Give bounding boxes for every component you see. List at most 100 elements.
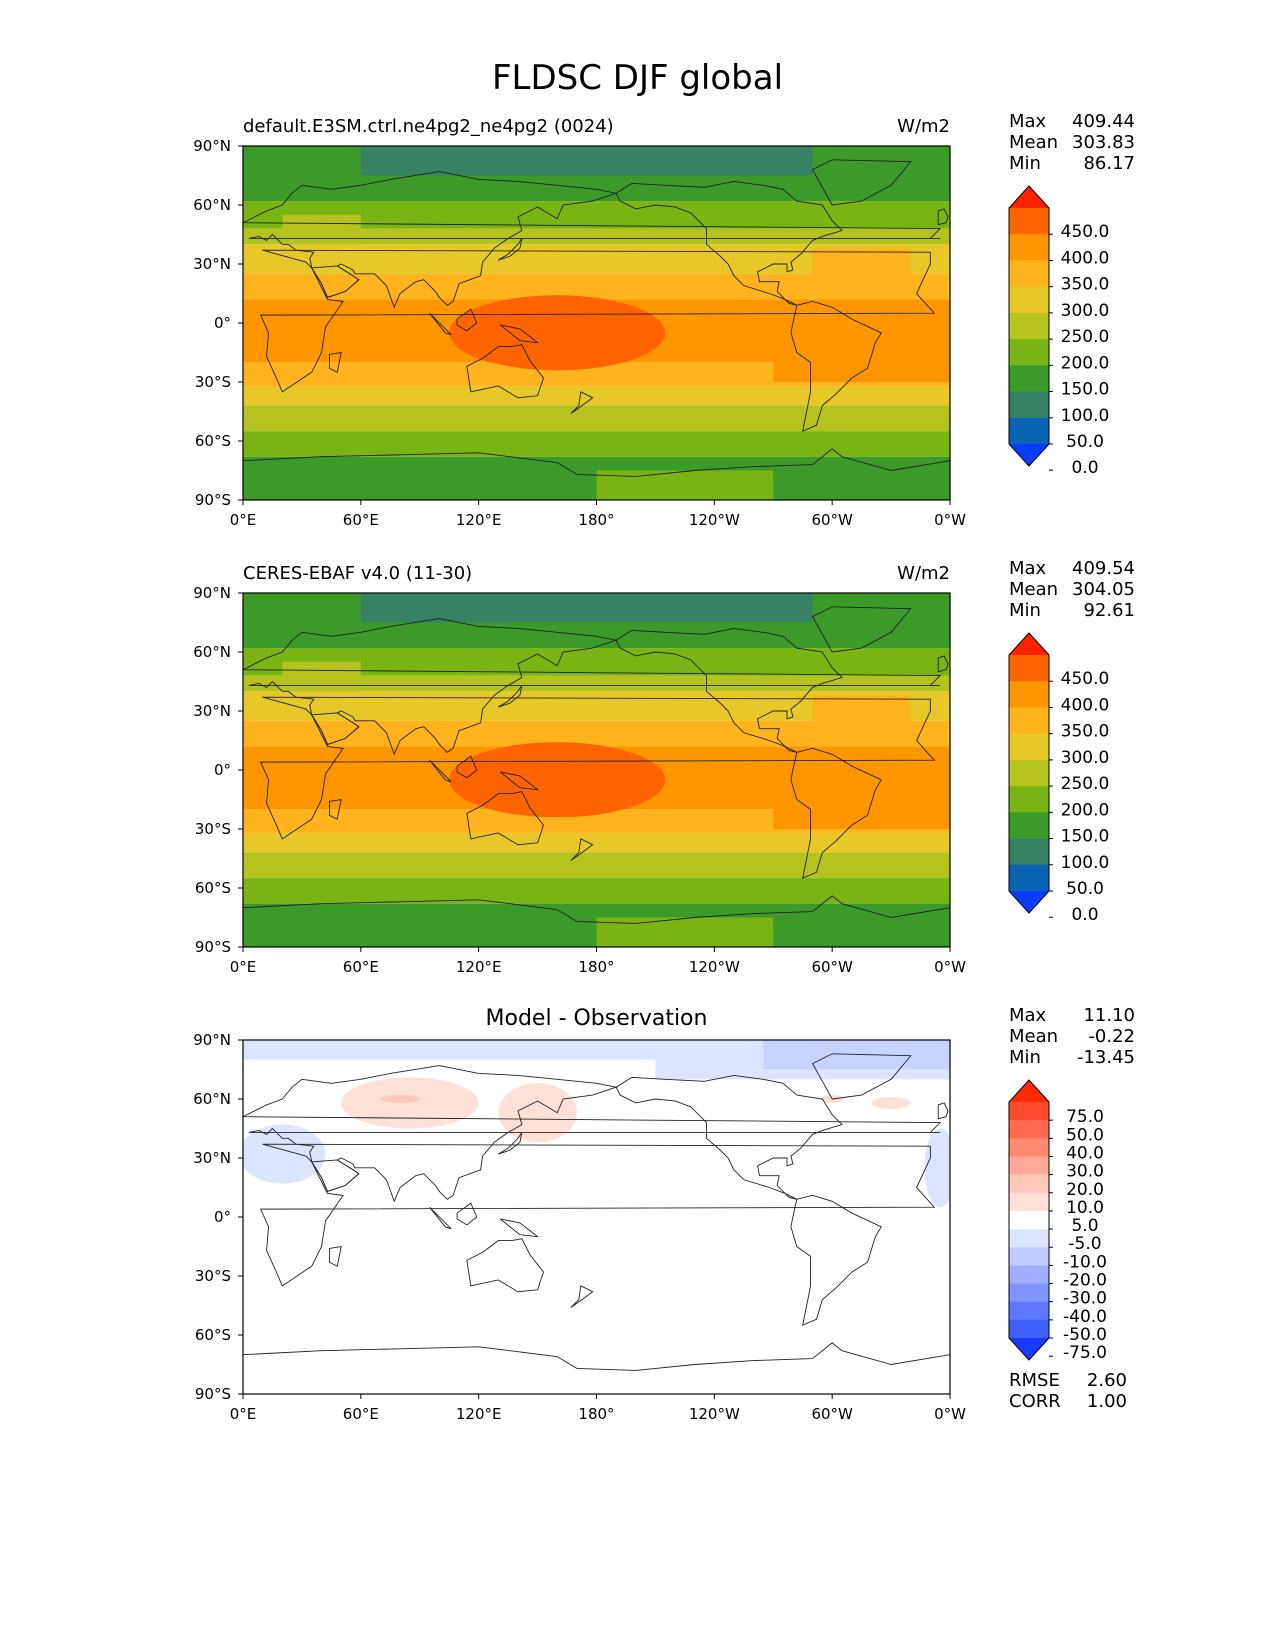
stat-label: Max: [1009, 111, 1047, 132]
colorbar-label: -5.0: [1068, 1234, 1101, 1254]
stat-label: Mean: [1009, 132, 1059, 153]
colorbar-label: 50.0: [1066, 879, 1104, 899]
x-tick-label: 60°E: [343, 511, 379, 529]
stat-row: Min -13.45: [1009, 1047, 1135, 1069]
colorbar-label: 400.0: [1061, 695, 1110, 715]
x-tick-label: 120°E: [456, 511, 502, 529]
colorbar-label: -75.0: [1063, 1343, 1107, 1363]
x-tick-label: 0°W: [934, 958, 966, 976]
x-tick-label: 120°E: [456, 958, 502, 976]
x-tick-label: 60°E: [343, 958, 379, 976]
stat-label: Max: [1009, 1005, 1047, 1026]
stat-row: Max 409.54: [1009, 558, 1135, 580]
x-tick-label: 0°E: [230, 958, 257, 976]
colorbar-label: 10.0: [1066, 1198, 1104, 1218]
y-tick-label: 30°S: [195, 1267, 231, 1285]
stat-row: Max 11.10: [1009, 1005, 1135, 1027]
y-tick-label: 60°S: [195, 1326, 231, 1344]
panel-title: Model - Observation: [485, 1006, 708, 1031]
stat-label: Mean: [1009, 579, 1059, 600]
y-tick-label: 90°S: [195, 491, 231, 509]
y-tick-label: 30°S: [195, 373, 231, 391]
x-tick-label: 120°E: [456, 1405, 502, 1423]
stat-row: Min 92.61: [1009, 600, 1135, 622]
stat-row: Min 86.17: [1009, 153, 1135, 175]
colorbar-label: 450.0: [1061, 222, 1110, 242]
y-tick-label: 0°: [214, 314, 231, 332]
colorbar-label: 350.0: [1061, 722, 1110, 742]
stat-value: 2.60: [1086, 1370, 1127, 1391]
stat-label: Mean: [1009, 1026, 1059, 1047]
colorbar-label: -30.0: [1063, 1289, 1107, 1309]
colorbar: 75.050.040.030.020.010.05.0-5.0-10.0-20.…: [1008, 1079, 1107, 1363]
colorbar-label: 30.0: [1066, 1162, 1104, 1182]
colorbar-label: 350.0: [1061, 275, 1110, 295]
panel-title-left: CERES-EBAF v4.0 (11-30): [243, 563, 473, 584]
x-tick-label: 180°: [578, 511, 614, 529]
x-tick-label: 0°E: [230, 511, 257, 529]
stat-label: Min: [1009, 1047, 1041, 1068]
colorbar-label: 200.0: [1061, 800, 1110, 820]
stat-label: CORR: [1009, 1391, 1061, 1412]
x-tick-label: 60°E: [343, 1405, 379, 1423]
colorbar: 450.0 400.0 350.0 300.0 250.0 200.0 150.0 100.0…: [1008, 185, 1110, 478]
y-tick-label: 60°N: [193, 1090, 231, 1108]
colorbar-label: 300.0: [1061, 748, 1110, 768]
x-tick-label: 0°E: [230, 1405, 257, 1423]
panel-title-left: default.E3SM.ctrl.ne4pg2_ne4pg2 (0024): [243, 116, 614, 137]
difference-map: [243, 1040, 950, 1394]
x-tick-label: 180°: [578, 958, 614, 976]
colorbar-label: 20.0: [1066, 1180, 1104, 1200]
colorbar-label: 40.0: [1066, 1143, 1104, 1163]
colorbar-label: 450.0: [1061, 669, 1110, 689]
x-tick-label: 60°W: [811, 1405, 853, 1423]
colorbar-label: -20.0: [1063, 1271, 1107, 1291]
colorbar-label: 400.0: [1061, 248, 1110, 268]
field-map: [243, 146, 950, 500]
stat-value: 409.44: [1072, 111, 1135, 132]
colorbar-label: 5.0: [1071, 1216, 1098, 1236]
stat-value: 92.61: [1083, 600, 1135, 621]
stat-label: Max: [1009, 558, 1047, 579]
colorbar-label: 250.0: [1061, 774, 1110, 794]
stat-row: Mean -0.22: [1009, 1026, 1135, 1048]
y-tick-label: 30°N: [193, 702, 231, 720]
y-tick-label: 0°: [214, 761, 231, 779]
x-tick-label: 0°W: [934, 1405, 966, 1423]
panel-units: W/m2: [897, 116, 950, 137]
x-tick-label: 60°W: [811, 958, 853, 976]
y-tick-label: 60°S: [195, 879, 231, 897]
colorbar-label: 0.0: [1071, 458, 1098, 478]
colorbar-label: 300.0: [1061, 301, 1110, 321]
y-tick-label: 60°N: [193, 643, 231, 661]
colorbar-label: 0.0: [1071, 905, 1098, 925]
y-tick-label: 60°S: [195, 432, 231, 450]
colorbar-label: -40.0: [1063, 1307, 1107, 1327]
y-tick-label: 90°N: [193, 137, 231, 155]
y-tick-label: 90°N: [193, 584, 231, 602]
y-tick-label: 0°: [214, 1208, 231, 1226]
stat-value: 86.17: [1083, 153, 1135, 174]
x-tick-label: 120°W: [689, 958, 740, 976]
stat-label: Min: [1009, 600, 1041, 621]
colorbar-label: -10.0: [1063, 1252, 1107, 1272]
stat-value: -0.22: [1088, 1026, 1135, 1047]
colorbar-label: 100.0: [1061, 853, 1110, 873]
y-tick-label: 90°N: [193, 1031, 231, 1049]
colorbar-label: 150.0: [1061, 380, 1110, 400]
field-map: [243, 593, 950, 947]
x-tick-label: 120°W: [689, 1405, 740, 1423]
stat-row: CORR 1.00: [1009, 1391, 1127, 1413]
stat-label: RMSE: [1009, 1370, 1060, 1391]
panel-units: W/m2: [897, 563, 950, 584]
y-tick-label: 90°S: [195, 938, 231, 956]
figure-title: FLDSC DJF global: [491, 58, 784, 98]
stat-row: RMSE 2.60: [1009, 1370, 1127, 1392]
y-tick-label: 30°N: [193, 255, 231, 273]
y-tick-label: 30°N: [193, 1149, 231, 1167]
colorbar-label: 250.0: [1061, 327, 1110, 347]
y-tick-label: 90°S: [195, 1385, 231, 1403]
stat-value: 304.05: [1072, 579, 1135, 600]
x-tick-label: 60°W: [811, 511, 853, 529]
